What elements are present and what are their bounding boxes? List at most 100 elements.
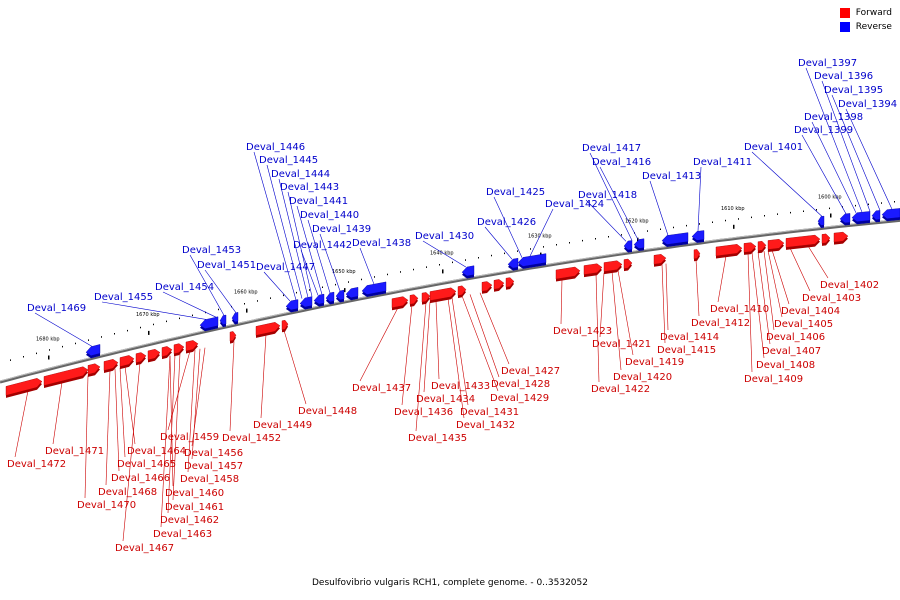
- forward-gene-arrow[interactable]: [421, 292, 431, 303]
- gene-label[interactable]: Deval_1408: [756, 360, 815, 371]
- gene-label[interactable]: Deval_1457: [184, 461, 243, 472]
- gene-label[interactable]: Deval_1424: [545, 199, 604, 210]
- gene-label[interactable]: Deval_1432: [456, 420, 515, 431]
- gene-label[interactable]: Deval_1462: [160, 515, 219, 526]
- forward-gene-arrow[interactable]: [5, 378, 43, 396]
- forward-gene-arrow[interactable]: [255, 322, 281, 336]
- reverse-gene-arrow[interactable]: [691, 230, 705, 241]
- gene-label[interactable]: Deval_1435: [408, 433, 467, 444]
- gene-label[interactable]: Deval_1471: [45, 446, 104, 457]
- reverse-gene-arrow[interactable]: [661, 232, 689, 245]
- forward-gene-arrow[interactable]: [429, 287, 457, 301]
- gene-label[interactable]: Deval_1453: [182, 245, 241, 256]
- reverse-gene-arrow[interactable]: [325, 291, 335, 303]
- forward-gene-arrow[interactable]: [457, 285, 467, 296]
- gene-label[interactable]: Deval_1399: [794, 125, 853, 136]
- forward-gene-arrow[interactable]: [481, 281, 493, 292]
- reverse-gene-arrow[interactable]: [285, 299, 299, 311]
- gene-label[interactable]: Deval_1406: [766, 332, 825, 343]
- reverse-gene-arrow[interactable]: [507, 257, 519, 269]
- reverse-gene-arrow[interactable]: [817, 215, 825, 226]
- gene-label[interactable]: Deval_1427: [501, 366, 560, 377]
- reverse-gene-arrow[interactable]: [219, 314, 227, 325]
- forward-gene-arrow[interactable]: [119, 355, 135, 367]
- gene-label[interactable]: Deval_1433: [431, 381, 490, 392]
- reverse-gene-arrow[interactable]: [231, 312, 239, 323]
- reverse-gene-arrow[interactable]: [461, 265, 475, 277]
- gene-label[interactable]: Deval_1404: [781, 306, 840, 317]
- gene-label[interactable]: Deval_1412: [691, 318, 750, 329]
- gene-label[interactable]: Deval_1425: [486, 187, 545, 198]
- forward-gene-arrow[interactable]: [555, 266, 581, 280]
- forward-gene-arrow[interactable]: [185, 340, 199, 352]
- gene-label[interactable]: Deval_1459: [160, 432, 219, 443]
- forward-gene-arrow[interactable]: [715, 244, 743, 257]
- gene-label[interactable]: Deval_1468: [98, 487, 157, 498]
- gene-label[interactable]: Deval_1405: [774, 319, 833, 330]
- forward-gene-arrow[interactable]: [603, 260, 623, 272]
- gene-label[interactable]: Deval_1419: [625, 357, 684, 368]
- forward-gene-arrow[interactable]: [409, 294, 419, 305]
- forward-gene-arrow[interactable]: [87, 363, 101, 375]
- forward-gene-arrow[interactable]: [135, 352, 147, 363]
- forward-gene-arrow[interactable]: [281, 319, 289, 331]
- reverse-gene-arrow[interactable]: [313, 293, 325, 305]
- forward-gene-arrow[interactable]: [821, 233, 831, 244]
- gene-label[interactable]: Deval_1447: [256, 262, 315, 273]
- forward-gene-arrow[interactable]: [833, 231, 849, 243]
- forward-gene-arrow[interactable]: [391, 296, 409, 308]
- gene-label[interactable]: Deval_1422: [591, 384, 650, 395]
- gene-label[interactable]: Deval_1466: [111, 473, 170, 484]
- forward-gene-arrow[interactable]: [103, 359, 119, 371]
- gene-label[interactable]: Deval_1443: [280, 182, 339, 193]
- gene-label[interactable]: Deval_1445: [259, 155, 318, 166]
- gene-label[interactable]: Deval_1464: [127, 446, 186, 457]
- forward-gene-arrow[interactable]: [623, 258, 633, 269]
- gene-label[interactable]: Deval_1409: [744, 374, 803, 385]
- gene-label[interactable]: Deval_1446: [246, 142, 305, 153]
- gene-label[interactable]: Deval_1431: [460, 407, 519, 418]
- gene-label[interactable]: Deval_1442: [293, 240, 352, 251]
- gene-label[interactable]: Deval_1472: [7, 459, 66, 470]
- gene-label[interactable]: Deval_1469: [27, 303, 86, 314]
- gene-label[interactable]: Deval_1403: [802, 293, 861, 304]
- reverse-gene-arrow[interactable]: [85, 344, 101, 356]
- gene-label[interactable]: Deval_1438: [352, 238, 411, 249]
- gene-label[interactable]: Deval_1448: [298, 406, 357, 417]
- forward-gene-arrow[interactable]: [173, 343, 185, 355]
- forward-gene-arrow[interactable]: [161, 346, 173, 357]
- gene-label[interactable]: Deval_1467: [115, 543, 174, 554]
- reverse-gene-arrow[interactable]: [299, 296, 313, 308]
- reverse-gene-arrow[interactable]: [345, 287, 359, 298]
- gene-label[interactable]: Deval_1465: [117, 459, 176, 470]
- gene-label[interactable]: Deval_1429: [490, 393, 549, 404]
- gene-label[interactable]: Deval_1413: [642, 171, 701, 182]
- gene-label[interactable]: Deval_1430: [415, 231, 474, 242]
- gene-label[interactable]: Deval_1441: [289, 196, 348, 207]
- gene-label[interactable]: Deval_1401: [744, 142, 803, 153]
- gene-label[interactable]: Deval_1398: [804, 112, 863, 123]
- reverse-gene-arrow[interactable]: [839, 213, 851, 224]
- gene-label[interactable]: Deval_1415: [657, 345, 716, 356]
- reverse-gene-arrow[interactable]: [361, 281, 387, 295]
- gene-label[interactable]: Deval_1410: [710, 304, 769, 315]
- reverse-gene-arrow[interactable]: [633, 238, 645, 249]
- gene-label[interactable]: Deval_1411: [693, 157, 752, 168]
- gene-label[interactable]: Deval_1440: [300, 210, 359, 221]
- gene-label[interactable]: Deval_1428: [491, 379, 550, 390]
- gene-label[interactable]: Deval_1402: [820, 280, 879, 291]
- gene-label[interactable]: Deval_1426: [477, 217, 536, 228]
- reverse-gene-arrow[interactable]: [881, 208, 900, 219]
- gene-label[interactable]: Deval_1421: [592, 339, 651, 350]
- gene-label[interactable]: Deval_1439: [312, 224, 371, 235]
- forward-gene-arrow[interactable]: [43, 366, 89, 386]
- forward-gene-arrow[interactable]: [693, 249, 701, 260]
- reverse-gene-arrow[interactable]: [871, 210, 881, 221]
- forward-gene-arrow[interactable]: [505, 277, 515, 288]
- reverse-gene-arrow[interactable]: [851, 211, 871, 222]
- gene-label[interactable]: Deval_1454: [155, 282, 214, 293]
- gene-label[interactable]: Deval_1395: [824, 85, 883, 96]
- reverse-gene-arrow[interactable]: [517, 253, 547, 267]
- forward-gene-arrow[interactable]: [743, 242, 757, 253]
- gene-label[interactable]: Deval_1420: [613, 372, 672, 383]
